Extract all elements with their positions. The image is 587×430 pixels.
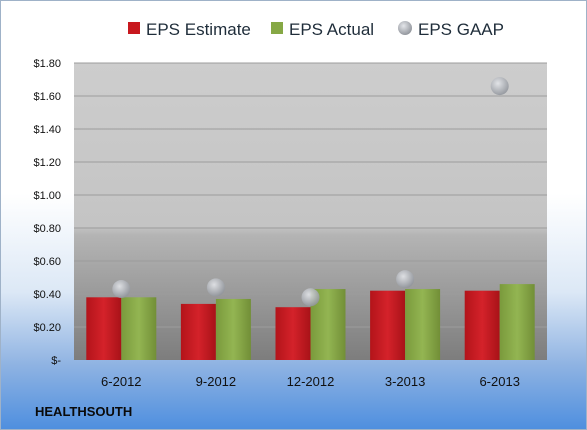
- y-tick-label: $0.40: [33, 289, 61, 301]
- bars: [86, 284, 535, 360]
- y-tick-label: $0.20: [33, 322, 61, 334]
- y-tick-label: $0.60: [33, 256, 61, 268]
- x-category-label: 3-2013: [385, 374, 425, 389]
- bar-eps-actual: [499, 284, 535, 360]
- legend-swatch-actual: [271, 22, 283, 34]
- gaap-points: [112, 77, 509, 307]
- y-tick-label: $0.80: [33, 223, 61, 235]
- legend-swatch-gaap: [398, 21, 412, 35]
- bar-eps-actual: [405, 289, 441, 360]
- point-eps-gaap: [206, 278, 225, 297]
- point-eps-gaap: [301, 288, 320, 307]
- bar-eps-estimate: [370, 290, 406, 360]
- point-eps-gaap: [112, 280, 131, 299]
- y-tick-label: $1.60: [33, 91, 61, 103]
- point-eps-gaap: [490, 77, 509, 96]
- bar-eps-estimate: [180, 303, 216, 360]
- bar-eps-actual: [121, 297, 157, 360]
- y-tick-label: $-: [51, 355, 61, 367]
- legend-swatch-estimate: [128, 22, 140, 34]
- bar-eps-estimate: [275, 307, 311, 360]
- y-tick-label: $1.40: [33, 124, 61, 136]
- legend-label-actual: EPS Actual: [289, 20, 374, 39]
- company-name: HEALTHSOUTH: [35, 404, 132, 419]
- y-axis-ticks: $- $0.20 $0.40 $0.60 $0.80 $1.00 $1.20 $1.40 $1.…: [33, 58, 61, 367]
- x-category-label: 12-2012: [287, 374, 335, 389]
- point-eps-gaap: [396, 270, 415, 289]
- legend: EPS Estimate EPS Actual EPS GAAP: [128, 20, 504, 39]
- x-axis-categories: 6-2012 9-2012 12-2012 3-2013 6-2013: [101, 374, 520, 389]
- y-tick-label: $1.80: [33, 58, 61, 70]
- y-tick-label: $1.00: [33, 190, 61, 202]
- x-category-label: 9-2012: [196, 374, 236, 389]
- legend-label-estimate: EPS Estimate: [146, 20, 251, 39]
- bar-eps-estimate: [464, 290, 500, 360]
- legend-label-gaap: EPS GAAP: [418, 20, 504, 39]
- bar-eps-actual: [215, 298, 251, 360]
- bar-eps-estimate: [86, 297, 122, 360]
- y-tick-label: $1.20: [33, 157, 61, 169]
- x-category-label: 6-2012: [101, 374, 141, 389]
- x-category-label: 6-2013: [479, 374, 519, 389]
